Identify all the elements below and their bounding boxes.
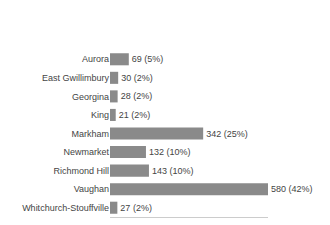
svg-text:Richmond Hill: Richmond Hill (53, 166, 109, 176)
svg-text:21 (2%): 21 (2%) (119, 110, 151, 120)
svg-text:69 (5%): 69 (5%) (132, 54, 164, 64)
svg-text:28 (2%): 28 (2%) (121, 91, 153, 101)
svg-text:East Gwillimbury: East Gwillimbury (42, 73, 110, 83)
svg-text:Newmarket: Newmarket (63, 147, 109, 157)
svg-text:Georgina: Georgina (72, 92, 109, 102)
svg-text:Markham: Markham (71, 129, 109, 139)
svg-text:580 (42%): 580 (42%) (271, 184, 313, 194)
svg-text:30 (2%): 30 (2%) (121, 73, 153, 83)
svg-text:132 (10%): 132 (10%) (149, 147, 191, 157)
svg-text:342 (25%): 342 (25%) (206, 129, 248, 139)
svg-text:Whitchurch-Stouffville: Whitchurch-Stouffville (22, 203, 109, 213)
svg-text:27 (2%): 27 (2%) (120, 203, 152, 213)
svg-text:King: King (91, 110, 109, 120)
svg-text:143 (10%): 143 (10%) (152, 166, 194, 176)
svg-text:Aurora: Aurora (82, 54, 109, 64)
svg-text:Vaughan: Vaughan (74, 184, 109, 194)
